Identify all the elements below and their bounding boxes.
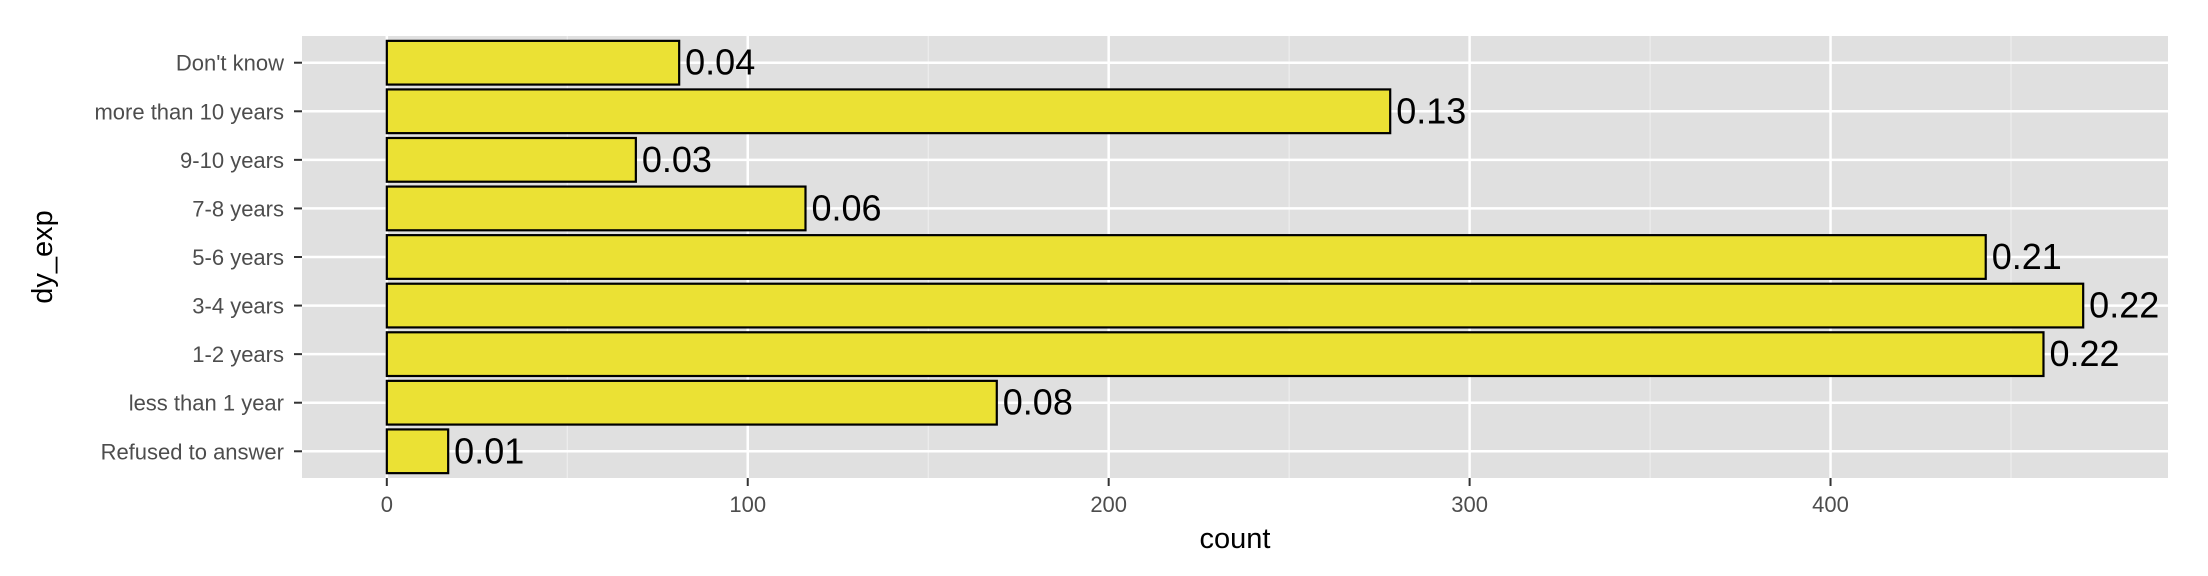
x-tick-label: 100	[729, 492, 766, 517]
y-tick-label: less than 1 year	[129, 391, 284, 416]
bar-value-label: 0.04	[685, 42, 755, 83]
bar	[385, 88, 1392, 135]
bar-value-label: 0.01	[454, 430, 524, 471]
bar	[385, 331, 2045, 378]
x-axis-title: count	[1200, 523, 1271, 555]
y-tick-label: more than 10 years	[94, 99, 284, 124]
bar	[385, 428, 450, 475]
x-tick-label: 400	[1812, 492, 1849, 517]
y-axis-title: dy_exp	[27, 210, 59, 304]
y-tick-label: 5-6 years	[192, 245, 284, 270]
bar	[385, 136, 637, 183]
bar	[385, 379, 998, 426]
bar-value-label: 0.08	[1003, 382, 1073, 423]
x-tick-label: 200	[1090, 492, 1127, 517]
x-tick-label: 300	[1451, 492, 1488, 517]
bar-value-label: 0.22	[2049, 333, 2119, 374]
x-tick-label: 0	[381, 492, 393, 517]
bar	[385, 185, 807, 232]
y-tick-label: Refused to answer	[101, 439, 284, 464]
bar-value-label: 0.06	[811, 187, 881, 228]
y-tick-label: 9-10 years	[180, 148, 284, 173]
y-tick-label: 7-8 years	[192, 196, 284, 221]
bar-value-labels: 0.01 0.08 0.22 0.22 0.21 0.06 0.03 0.13 0.04	[454, 42, 2159, 472]
bars	[385, 39, 2085, 475]
x-axis: 0 100 200 300 400	[381, 478, 1849, 517]
bar-value-label: 0.03	[642, 139, 712, 180]
bar-value-label: 0.21	[1992, 236, 2062, 277]
bar-value-label: 0.13	[1396, 90, 1466, 131]
bar	[385, 282, 2085, 329]
y-tick-label: 1-2 years	[192, 342, 284, 367]
bar	[385, 234, 1987, 280]
y-tick-label: 3-4 years	[192, 294, 284, 319]
y-tick-label: Don't know	[176, 51, 284, 76]
bar	[385, 39, 681, 86]
bar-value-label: 0.22	[2089, 285, 2159, 326]
y-axis: Refused to answer less than 1 year 1-2 yea…	[94, 51, 302, 464]
